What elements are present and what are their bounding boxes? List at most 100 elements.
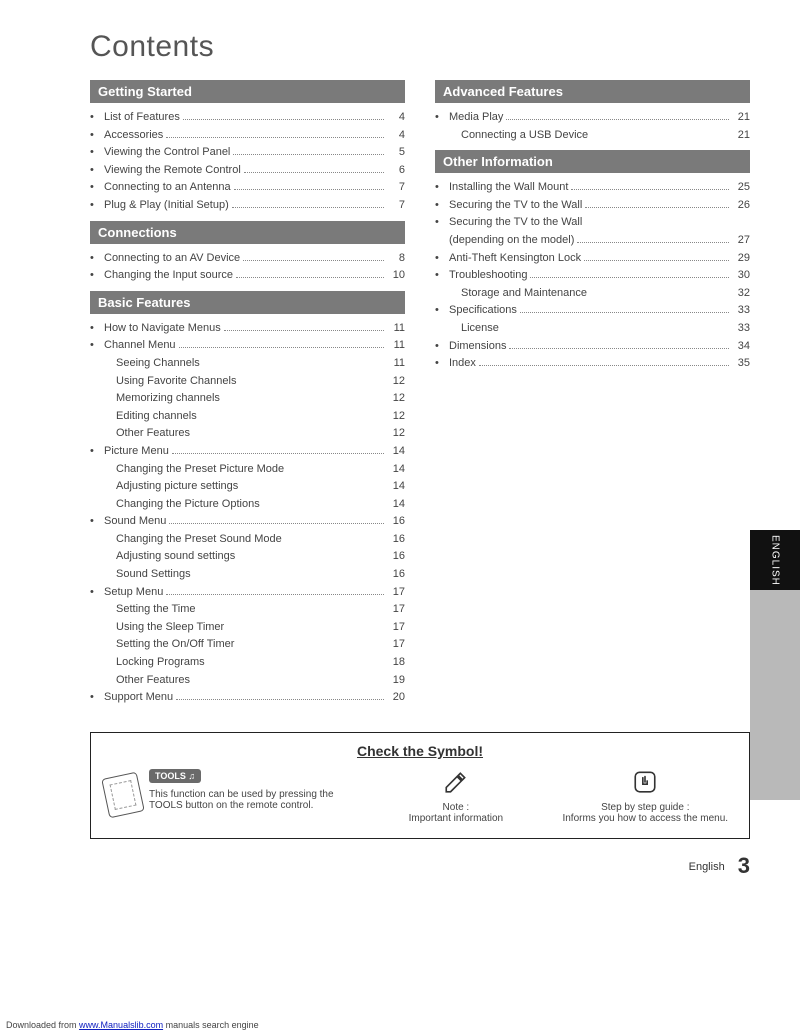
toc-label: Connecting to an AV Device — [104, 250, 240, 268]
toc-label: Locking Programs — [104, 654, 205, 672]
note-label: Note : — [443, 802, 470, 813]
toc-label: Index — [449, 355, 476, 373]
toc-page-number: 4 — [387, 127, 405, 145]
toc-label: Changing the Preset Sound Mode — [104, 531, 282, 549]
bullet-icon: • — [90, 179, 104, 197]
toc-entry: •Dimensions 34 — [435, 338, 750, 356]
bullet-icon: • — [435, 214, 449, 232]
toc-page-number: 7 — [387, 179, 405, 197]
toc-page-number: 27 — [732, 232, 750, 250]
toc-entry: •Picture Menu14 — [90, 443, 405, 461]
toc-label: Connecting a USB Device — [449, 127, 588, 145]
toc-page-number: 19 — [387, 672, 405, 690]
toc-label: Securing the TV to the Wall — [449, 214, 582, 232]
toc-section-header: Other Information — [435, 150, 750, 173]
toc-label: List of Features — [104, 109, 180, 127]
toc-page-number: 12 — [387, 373, 405, 391]
toc-label: Adjusting sound settings — [104, 548, 235, 566]
bullet-icon: • — [90, 250, 104, 268]
bullet-icon: • — [435, 109, 449, 127]
toc-page-number: 5 — [387, 144, 405, 162]
toc-subentry: Other Features12 — [90, 425, 405, 443]
toc-label: Support Menu — [104, 689, 173, 707]
toc-label: Changing the Picture Options — [104, 496, 260, 514]
toc-page-number: 16 — [387, 566, 405, 584]
bullet-icon: • — [90, 144, 104, 162]
toc-entry: •Installing the Wall Mount25 — [435, 179, 750, 197]
remote-icon — [101, 772, 145, 819]
tools-badge: TOOLS ♫ — [149, 769, 201, 783]
bullet-icon: • — [90, 267, 104, 285]
toc-label: Plug & Play (Initial Setup) — [104, 197, 229, 215]
toc-label: Channel Menu — [104, 337, 176, 355]
toc-page-number: 17 — [387, 601, 405, 619]
toc-subentry: Changing the Preset Sound Mode 16 — [90, 531, 405, 549]
symbol-box: Check the Symbol! TOOLS ♫ This function … — [90, 732, 750, 839]
toc-page-number: 16 — [387, 531, 405, 549]
bullet-icon: • — [435, 197, 449, 215]
toc-page-number: 14 — [387, 443, 405, 461]
toc-entry: •Anti-Theft Kensington Lock29 — [435, 250, 750, 268]
symbol-box-title: Check the Symbol! — [105, 743, 735, 759]
toc-right-column: Advanced Features•Media Play21Connecting… — [435, 74, 750, 707]
toc-entry: •Securing the TV to the Wall — [435, 214, 750, 232]
toc-entry: (depending on the model) 27 — [435, 232, 750, 250]
toc-page-number: 7 — [387, 197, 405, 215]
toc-label: Setup Menu — [104, 584, 163, 602]
toc-page-number: 25 — [732, 179, 750, 197]
toc-subentry: Locking Programs18 — [90, 654, 405, 672]
toc-label: Securing the TV to the Wall — [449, 197, 582, 215]
toc-page-number: 11 — [387, 320, 405, 338]
toc-label: License — [449, 320, 499, 338]
bullet-icon: • — [435, 338, 449, 356]
toc-page-number: 34 — [732, 338, 750, 356]
bullet-icon: • — [90, 689, 104, 707]
footer-language: English — [689, 861, 725, 873]
bullet-icon: • — [90, 320, 104, 338]
toc-subentry: Setting the Time17 — [90, 601, 405, 619]
hand-icon — [632, 769, 658, 795]
toc-entry: •Index35 — [435, 355, 750, 373]
bullet-icon: • — [90, 109, 104, 127]
toc-subentry: Memorizing channels12 — [90, 390, 405, 408]
toc-label: Connecting to an Antenna — [104, 179, 231, 197]
toc-page-number: 10 — [387, 267, 405, 285]
toc-section-header: Advanced Features — [435, 80, 750, 103]
toc-page-number: 16 — [387, 548, 405, 566]
toc-page-number: 11 — [387, 355, 405, 373]
toc-entry: •Specifications33 — [435, 302, 750, 320]
symbol-guide: Step by step guide : Informs you how to … — [556, 769, 735, 824]
toc-page-number: 33 — [732, 320, 750, 338]
toc-page-number: 30 — [732, 267, 750, 285]
toc-page-number: 12 — [387, 390, 405, 408]
toc-entry: •Sound Menu16 — [90, 513, 405, 531]
toc-label: Accessories — [104, 127, 163, 145]
toc-label: Viewing the Remote Control — [104, 162, 241, 180]
bullet-icon: • — [435, 250, 449, 268]
toc-page-number: 14 — [387, 461, 405, 479]
toc-subentry: Storage and Maintenance32 — [435, 285, 750, 303]
toc-label: Dimensions — [449, 338, 506, 356]
manualslib-link[interactable]: www.Manualslib.com — [79, 1020, 163, 1030]
toc-entry: •Setup Menu17 — [90, 584, 405, 602]
toc-entry: •Securing the TV to the Wall26 — [435, 197, 750, 215]
toc-label: Anti-Theft Kensington Lock — [449, 250, 581, 268]
toc-page-number: 16 — [387, 513, 405, 531]
toc-section-header: Getting Started — [90, 80, 405, 103]
toc-label: (depending on the model) — [449, 232, 574, 250]
toc-page-number: 4 — [387, 109, 405, 127]
toc-page-number: 14 — [387, 478, 405, 496]
toc-page-number: 33 — [732, 302, 750, 320]
toc-label: Troubleshooting — [449, 267, 527, 285]
toc-page-number: 6 — [387, 162, 405, 180]
toc-subentry: Connecting a USB Device21 — [435, 127, 750, 145]
toc-left-column: Getting Started•List of Features4•Access… — [90, 74, 405, 707]
toc-label: Changing the Preset Picture Mode — [104, 461, 284, 479]
toc-page-number: 17 — [387, 619, 405, 637]
toc-label: Sound Settings — [104, 566, 191, 584]
toc-section-header: Basic Features — [90, 291, 405, 314]
toc-label: Changing the Input source — [104, 267, 233, 285]
toc-page-number: 35 — [732, 355, 750, 373]
toc-entry: •Connecting to an AV Device8 — [90, 250, 405, 268]
toc-section-header: Connections — [90, 221, 405, 244]
